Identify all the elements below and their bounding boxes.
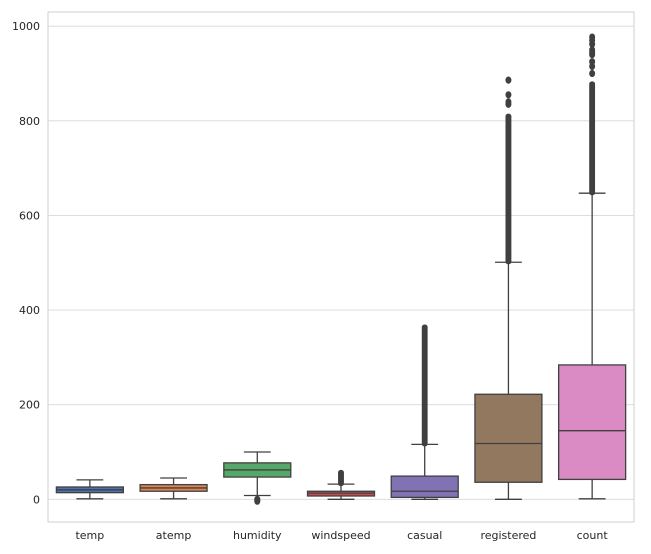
x-tick-label: humidity xyxy=(233,529,282,542)
y-tick-label: 400 xyxy=(19,304,40,317)
fliers-windspeed xyxy=(337,469,344,487)
x-tick-label: atemp xyxy=(156,529,192,542)
box-atemp xyxy=(139,477,208,500)
fliers-registered xyxy=(505,76,512,265)
outlier-point xyxy=(421,324,428,330)
y-axis: 0 200 400 600 800 1000 xyxy=(12,20,40,506)
boxes-layer xyxy=(55,33,627,505)
box-body xyxy=(558,364,627,481)
outlier-point xyxy=(505,98,512,106)
grid-lines xyxy=(48,25,634,500)
y-tick-label: 600 xyxy=(19,209,40,222)
plot-area xyxy=(47,11,635,523)
outlier-point xyxy=(337,469,344,476)
box-humidity xyxy=(223,451,292,505)
x-tick-label: windspeed xyxy=(311,529,370,542)
outlier-point xyxy=(589,69,596,78)
fliers-humidity xyxy=(254,495,261,505)
x-axis: temp atemp humidity windspeed casual register… xyxy=(75,529,608,542)
outlier-point xyxy=(505,76,512,84)
box-count xyxy=(558,33,627,500)
fliers-casual xyxy=(421,324,428,447)
box-registered xyxy=(474,76,543,500)
fliers-count xyxy=(589,33,596,196)
y-tick-label: 1000 xyxy=(12,20,40,33)
y-tick-label: 800 xyxy=(19,115,40,128)
outlier-point xyxy=(589,33,596,41)
box-temp xyxy=(55,479,124,500)
x-tick-label: casual xyxy=(407,529,442,542)
box-body xyxy=(474,393,543,483)
x-tick-label: registered xyxy=(480,529,536,542)
y-tick-label: 0 xyxy=(33,493,40,506)
x-tick-label: count xyxy=(577,529,609,542)
box-casual xyxy=(390,324,459,500)
outlier-point xyxy=(254,497,261,505)
box-body xyxy=(390,475,459,499)
x-tick-label: temp xyxy=(75,529,104,542)
outlier-point xyxy=(589,58,596,66)
y-tick-label: 200 xyxy=(19,399,40,412)
outlier-point xyxy=(505,113,512,119)
outlier-point xyxy=(589,81,596,87)
outlier-point xyxy=(505,91,512,99)
box-windspeed xyxy=(306,469,376,500)
